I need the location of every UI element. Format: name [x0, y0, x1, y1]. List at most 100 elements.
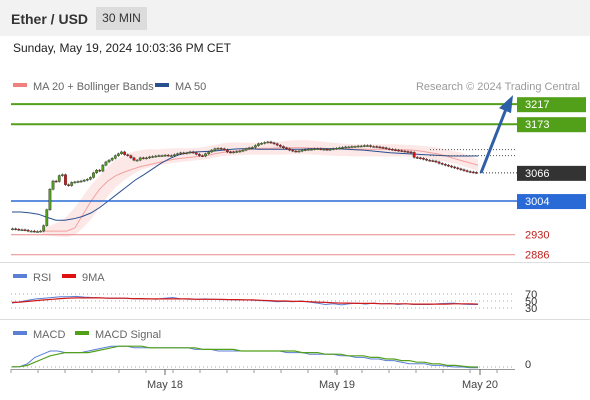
candle — [89, 177, 92, 180]
x-tick-label: May 19 — [319, 379, 355, 391]
last-price-box — [517, 165, 586, 181]
candle — [11, 228, 14, 231]
candle — [415, 157, 419, 159]
candle — [422, 158, 425, 160]
candle — [135, 159, 139, 162]
macd-legend-swatch — [13, 331, 27, 335]
rsi-tick-label: 50 — [525, 296, 537, 308]
candle — [229, 151, 232, 154]
candle — [210, 149, 214, 153]
candle — [412, 152, 416, 158]
candle — [303, 149, 307, 151]
candle — [185, 152, 189, 155]
candle — [48, 189, 52, 210]
ma-legend-swatch — [13, 83, 27, 87]
rsi-legend-swatch — [13, 274, 27, 278]
candle — [285, 147, 288, 150]
candle — [247, 147, 251, 150]
candle — [232, 151, 235, 154]
candle — [334, 148, 338, 150]
rsi-ma-legend-swatch — [62, 274, 76, 278]
candle — [313, 148, 316, 150]
candle — [95, 169, 98, 174]
macd-signal-legend-swatch — [75, 331, 89, 335]
last-price-label: 3066 — [525, 168, 549, 180]
candle — [92, 172, 95, 178]
candle — [294, 150, 298, 153]
candle — [123, 151, 127, 155]
projection-arrow — [479, 108, 508, 174]
candle — [225, 149, 229, 153]
candle — [244, 148, 248, 151]
candle — [60, 174, 64, 176]
support-label: 2930 — [525, 230, 549, 242]
candle — [341, 147, 344, 149]
candle — [394, 149, 397, 151]
candle — [17, 229, 21, 231]
candle — [325, 149, 329, 151]
candle — [67, 184, 70, 186]
rsi-tick-label: 30 — [525, 303, 537, 315]
candle — [64, 174, 67, 185]
watermark: Research © 2024 Trading Central — [416, 81, 580, 93]
candle — [272, 142, 276, 145]
ma-legend-label: MA 20 + Bollinger Bands — [33, 81, 154, 93]
macd-tick-label: 0 — [525, 359, 531, 371]
candle — [260, 143, 264, 145]
candle — [397, 149, 400, 152]
candle — [39, 230, 42, 233]
candle — [107, 159, 111, 163]
candle — [331, 148, 335, 150]
candle — [194, 152, 198, 155]
candle — [387, 148, 391, 150]
candle — [182, 152, 186, 155]
candle — [82, 179, 86, 182]
candle — [235, 151, 239, 153]
candle — [409, 151, 413, 154]
candle — [456, 167, 460, 170]
candle — [278, 144, 282, 147]
candle — [54, 180, 58, 183]
candle — [465, 170, 469, 172]
candle — [169, 155, 173, 157]
rsi-legend-label: RSI — [33, 272, 51, 284]
candle — [372, 146, 376, 148]
candle — [120, 151, 123, 154]
candle — [73, 181, 77, 184]
candle — [353, 146, 357, 148]
candle — [219, 148, 223, 150]
candle — [275, 143, 279, 146]
candle — [375, 146, 379, 148]
candle — [176, 153, 179, 155]
candle — [443, 164, 447, 166]
rsi-ma-legend-label: 9MA — [82, 272, 105, 284]
candle — [391, 149, 394, 151]
pivot-label-box — [517, 194, 586, 210]
macd-line — [11, 345, 478, 369]
candle — [148, 156, 151, 159]
candle — [222, 148, 226, 150]
projection-arrow-head — [499, 95, 513, 114]
candle — [266, 141, 270, 144]
candle — [70, 182, 74, 186]
candle — [475, 172, 478, 174]
timeframe-button[interactable]: 30 MIN — [96, 7, 147, 30]
candle — [468, 171, 472, 173]
candle — [101, 164, 105, 172]
candle — [319, 148, 323, 150]
candle — [453, 166, 457, 169]
candle — [179, 152, 183, 155]
candle — [428, 159, 432, 162]
candle — [207, 151, 211, 154]
candle — [160, 155, 164, 157]
candle — [157, 155, 161, 157]
candle — [344, 146, 348, 149]
candle — [338, 147, 341, 150]
resistance-label-box — [517, 97, 586, 113]
candle — [450, 165, 453, 168]
support-label: 2886 — [525, 250, 549, 262]
resistance-label: 3173 — [525, 119, 549, 131]
pivot-label: 3004 — [525, 196, 549, 208]
candle — [356, 145, 360, 148]
resistance-label-box — [517, 117, 586, 133]
